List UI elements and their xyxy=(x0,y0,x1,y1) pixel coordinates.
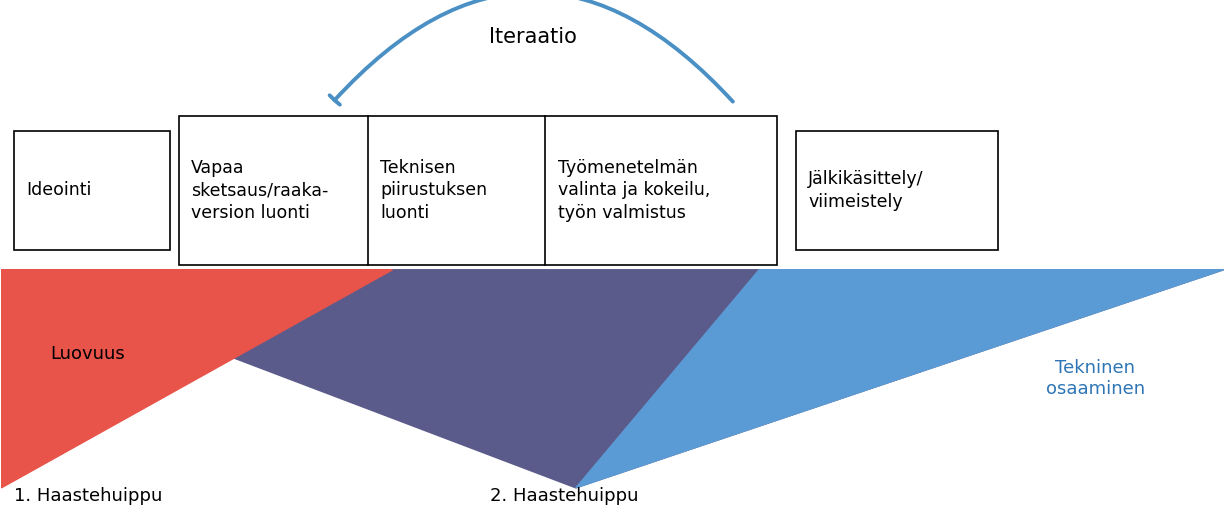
Text: Työmenetelmän
valinta ja kokeilu,
työn valmistus: Työmenetelmän valinta ja kokeilu, työn v… xyxy=(557,159,709,222)
Polygon shape xyxy=(576,270,1224,488)
Text: 2. Haastehuippu: 2. Haastehuippu xyxy=(490,487,638,505)
Polygon shape xyxy=(1,270,1224,488)
Text: 1. Haastehuippu: 1. Haastehuippu xyxy=(13,487,162,505)
Text: Iteraatio: Iteraatio xyxy=(489,27,577,47)
Text: Tekninen
osaaminen: Tekninen osaaminen xyxy=(1046,359,1145,398)
Text: Luovuus: Luovuus xyxy=(50,345,125,363)
Polygon shape xyxy=(1,270,392,488)
Text: Jälkikäsittely/
viimeistely: Jälkikäsittely/ viimeistely xyxy=(808,170,924,211)
Text: Vapaa
sketsaus/raaka-
version luonti: Vapaa sketsaus/raaka- version luonti xyxy=(191,159,328,222)
Text: Teknisen
piirustuksen
luonti: Teknisen piirustuksen luonti xyxy=(380,159,488,222)
Bar xyxy=(13,131,170,250)
Text: Ideointi: Ideointi xyxy=(26,182,91,199)
Bar xyxy=(179,116,778,265)
Bar xyxy=(796,131,997,250)
